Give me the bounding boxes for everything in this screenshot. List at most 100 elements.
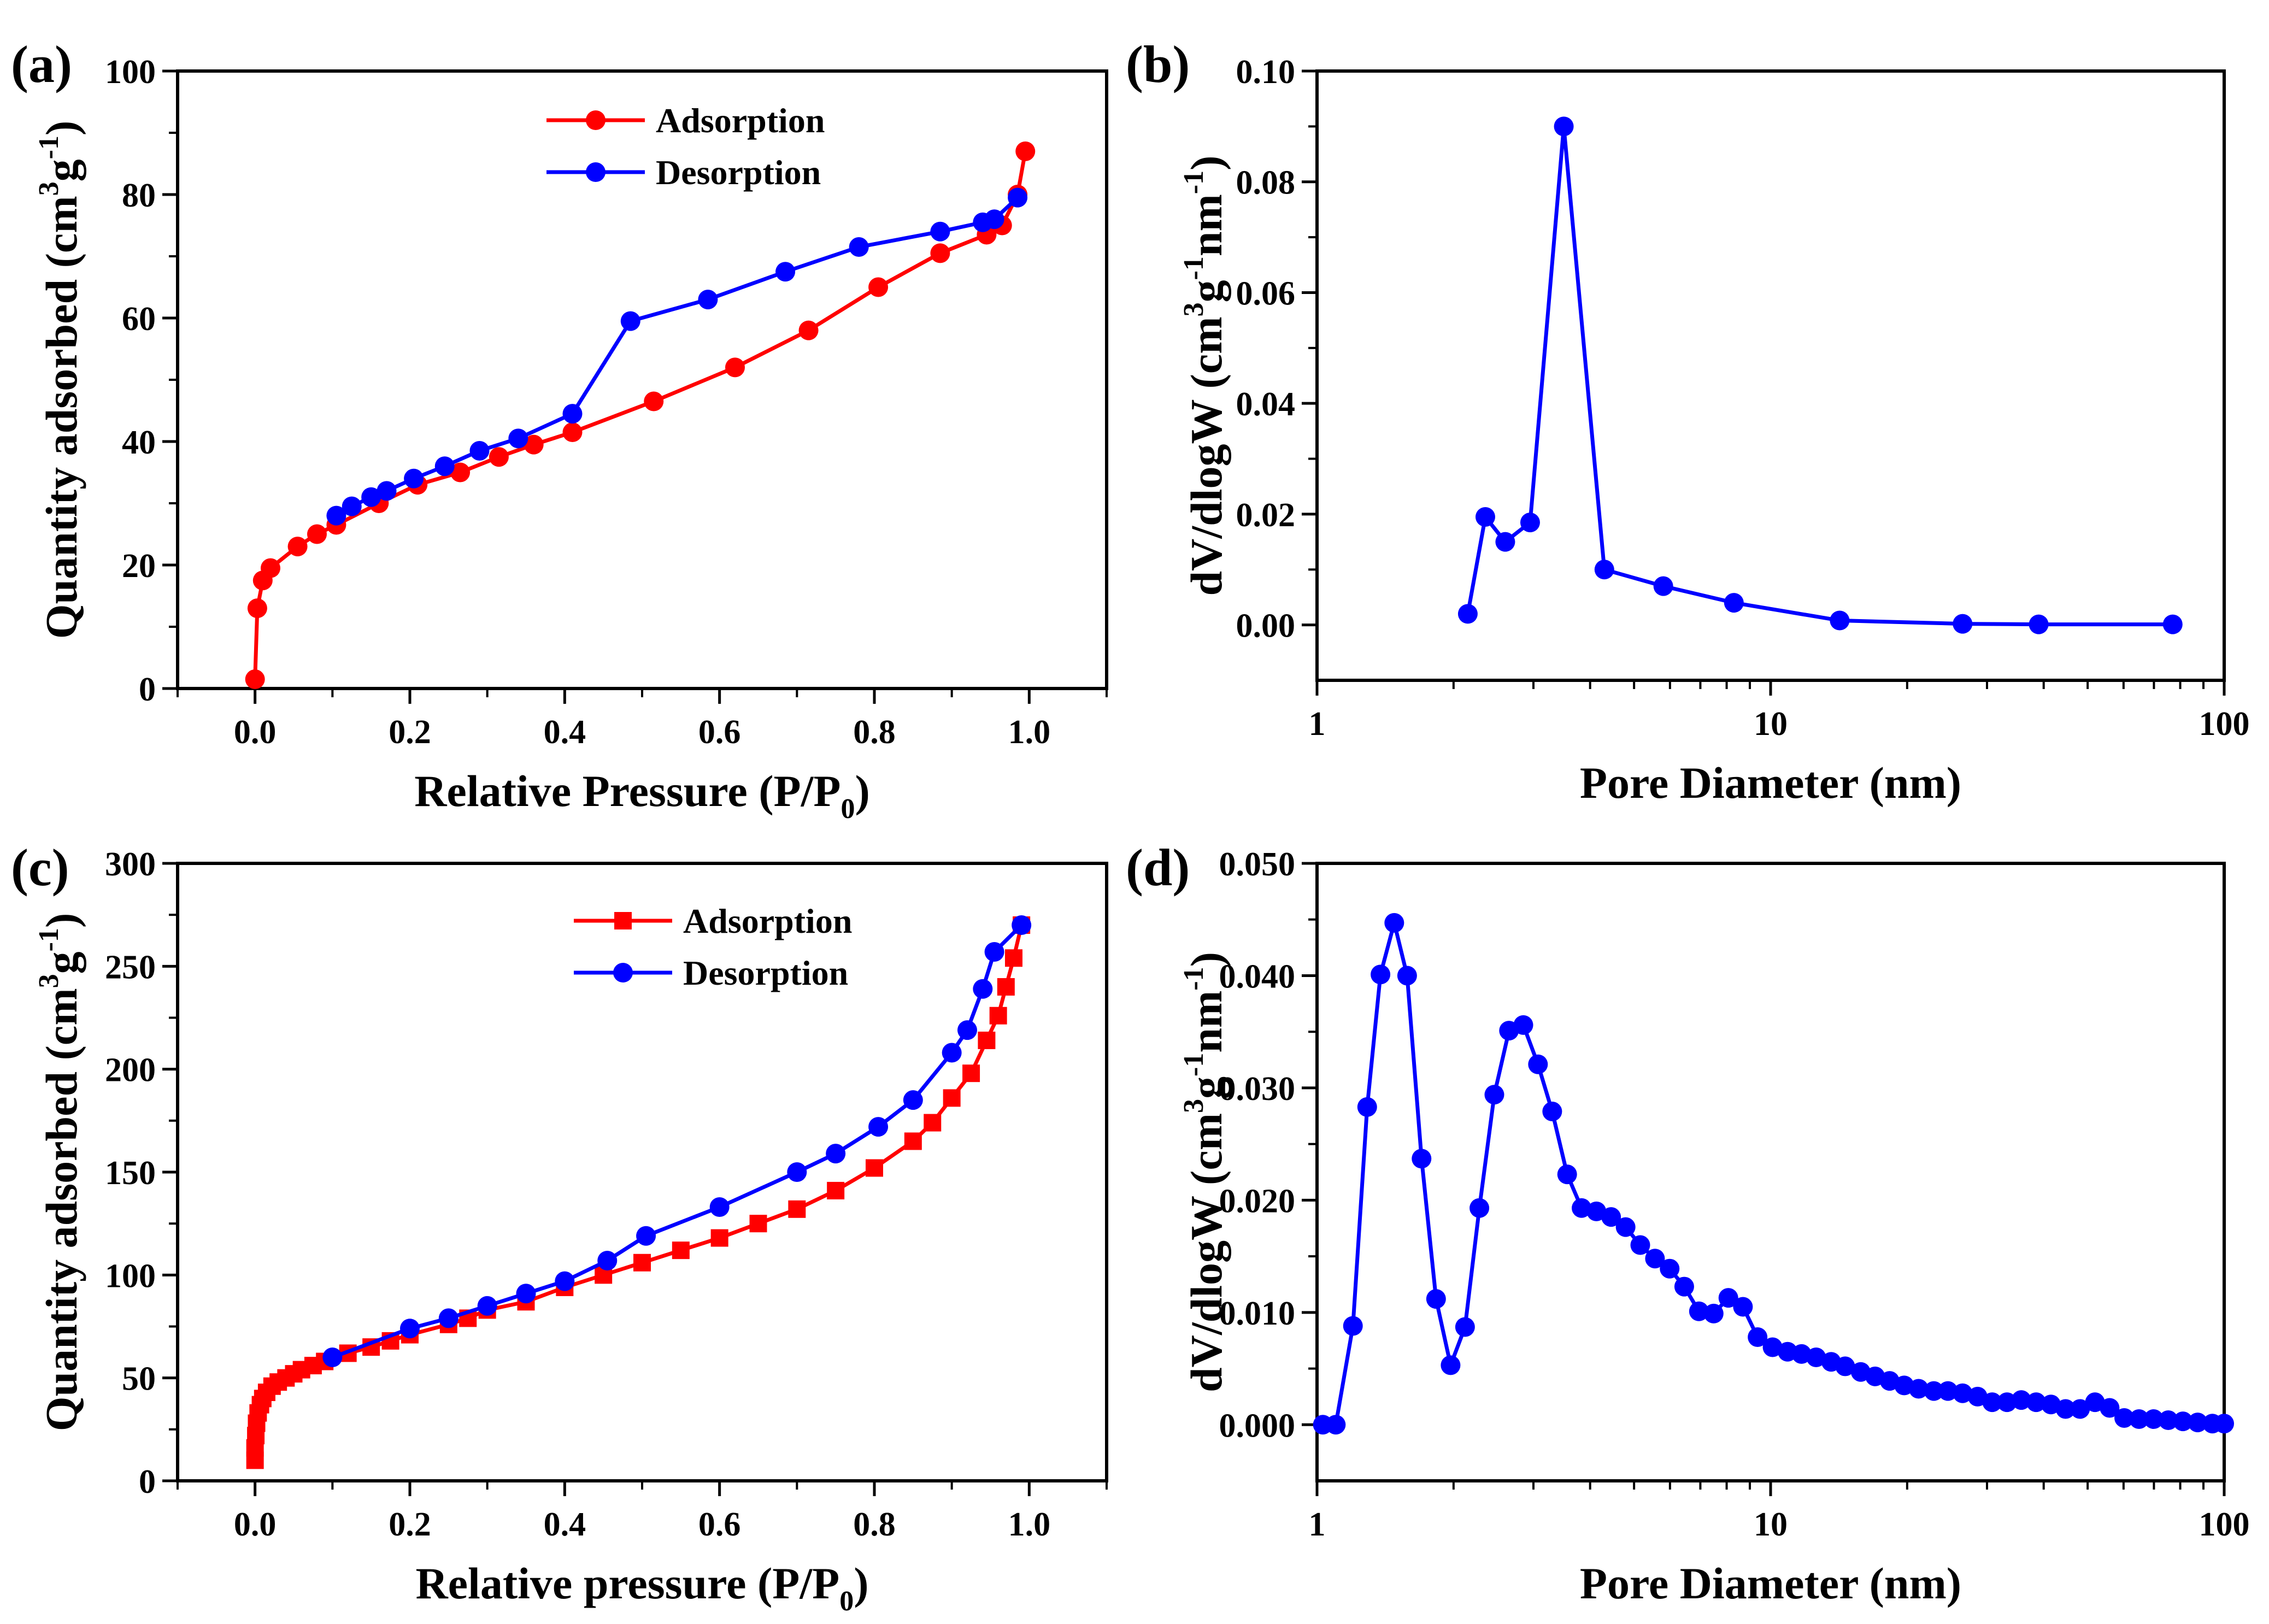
x-tick-label: 100	[2199, 705, 2250, 743]
data-point	[261, 558, 280, 578]
x-axis-label-text: Relative Pressure (P/P	[414, 766, 840, 816]
y-tick-label: 0.10	[1236, 54, 1296, 91]
data-point	[524, 434, 544, 455]
x-tick-label: 10	[1754, 1506, 1788, 1543]
x-tick-label: 10	[1754, 705, 1788, 743]
data-point	[597, 1250, 618, 1270]
y-tick-label: 0.06	[1236, 275, 1296, 312]
data-point	[973, 979, 993, 999]
data-point	[1660, 1258, 1680, 1279]
data-point	[1938, 1381, 1958, 1401]
y-axis-label-end: )	[1181, 952, 1231, 967]
data-point	[868, 1117, 889, 1137]
data-point	[1397, 966, 1417, 986]
y-axis-label-superscript: -1	[1178, 256, 1209, 280]
y-tick-label: 0.04	[1236, 386, 1296, 423]
data-point	[489, 447, 509, 467]
legend-marker	[586, 162, 606, 182]
data-point	[672, 1241, 690, 1260]
y-axis-label-superscript: -1	[33, 136, 64, 159]
y-tick-label: 0.010	[1219, 1295, 1296, 1332]
data-point	[644, 391, 664, 411]
data-point	[1762, 1337, 1783, 1357]
data-point	[1733, 1297, 1753, 1317]
data-point	[989, 1007, 1007, 1025]
data-point	[2129, 1409, 2149, 1429]
legend: Adsorption Desorption	[546, 101, 825, 192]
data-point	[361, 487, 381, 507]
y-axis-label-unit: nm	[1181, 991, 1231, 1053]
x-axis-label-text: Relative pressure (P/P	[415, 1558, 839, 1608]
data-point	[942, 1043, 962, 1063]
data-point	[1982, 1392, 2002, 1413]
y-axis-label-end: )	[1181, 156, 1231, 170]
y-axis-label-superscript: 3	[1178, 1099, 1209, 1113]
data-point	[1830, 610, 1850, 631]
data-point	[1012, 915, 1032, 935]
x-tick-label: 0.8	[853, 1506, 896, 1543]
data-point	[904, 1132, 922, 1150]
data-point	[1835, 1356, 1855, 1376]
panel-label: (d)	[1126, 838, 1190, 897]
y-axis-label: Quantity adsorbed (cm3g-1)	[33, 121, 86, 639]
data-point	[434, 456, 455, 476]
data-point	[1748, 1327, 1768, 1348]
y-axis-label-text: dV/dlogW (cm	[1181, 316, 1231, 596]
data-point	[1557, 1164, 1577, 1185]
legend-label: Desorption	[683, 954, 848, 992]
legend-marker	[613, 963, 633, 982]
y-axis-label-end: )	[37, 121, 86, 136]
data-point	[400, 1319, 420, 1339]
chart-panel-c: 0.0 0.2 0.4 0.6 0.8 1.0 0 50 100 150 200 250 300 Rela…	[11, 838, 1108, 1617]
data-point	[930, 243, 950, 263]
data-point	[450, 462, 471, 483]
data-point	[1615, 1217, 1636, 1237]
y-tick-label: 150	[105, 1155, 156, 1192]
data-point	[1953, 614, 1973, 634]
series-line	[253, 151, 1027, 680]
data-point	[1326, 1415, 1346, 1435]
plot-frame	[1315, 862, 2226, 1482]
data-point	[287, 537, 308, 557]
y-tick-label: 200	[105, 1052, 156, 1089]
data-point	[775, 262, 796, 282]
data-point	[247, 598, 267, 619]
x-axis-label-text: Pore Diameter (nm)	[1580, 1558, 1961, 1608]
data-point	[555, 1271, 575, 1291]
x-tick-label: 1	[1309, 705, 1326, 743]
data-point	[562, 422, 583, 443]
data-point	[1455, 1317, 1475, 1337]
series-adsorption	[245, 141, 1036, 690]
data-point	[924, 1114, 942, 1132]
data-point	[2143, 1409, 2164, 1429]
y-tick-label: 0.020	[1219, 1182, 1296, 1220]
data-point	[984, 209, 1004, 230]
y-axis-label-end: )	[37, 913, 86, 928]
y-tick-label: 20	[122, 548, 156, 585]
data-point	[2055, 1399, 2076, 1419]
chart-panel-b: 1 10 100 0.00 0.02 0.04 0.06 0.08 0.10 Pore Diame…	[1126, 35, 2250, 808]
data-point	[2214, 1414, 2234, 1434]
data-point	[709, 1197, 730, 1217]
data-point	[1008, 187, 1028, 208]
x-tick-label: 0.8	[853, 714, 896, 751]
data-point	[1384, 913, 1404, 933]
y-axis-label-unit: nm	[1181, 194, 1231, 256]
data-point	[1015, 141, 1036, 161]
data-point	[827, 1181, 845, 1199]
y-tick-label: 0.08	[1236, 164, 1296, 202]
series-line	[253, 925, 1024, 1461]
y-axis-label: dV/dlogW (cm3g-1nm-1)	[1178, 156, 1231, 596]
x-tick-label: 0.0	[234, 714, 277, 751]
x-axis-label-end: )	[855, 766, 869, 816]
x-tick-label: 0.4	[544, 1506, 586, 1543]
x-axis-label: Pore Diameter (nm)	[1580, 758, 1961, 808]
data-point	[1924, 1381, 1944, 1401]
y-tick-label: 0.02	[1236, 497, 1296, 534]
y-tick-label: 0.050	[1219, 846, 1296, 883]
data-point	[1594, 560, 1614, 580]
x-tick-label: 100	[2199, 1506, 2250, 1543]
y-tick-label: 40	[122, 424, 156, 461]
data-point	[2026, 1392, 2046, 1413]
x-axis-label-subscript: 0	[839, 1586, 854, 1617]
